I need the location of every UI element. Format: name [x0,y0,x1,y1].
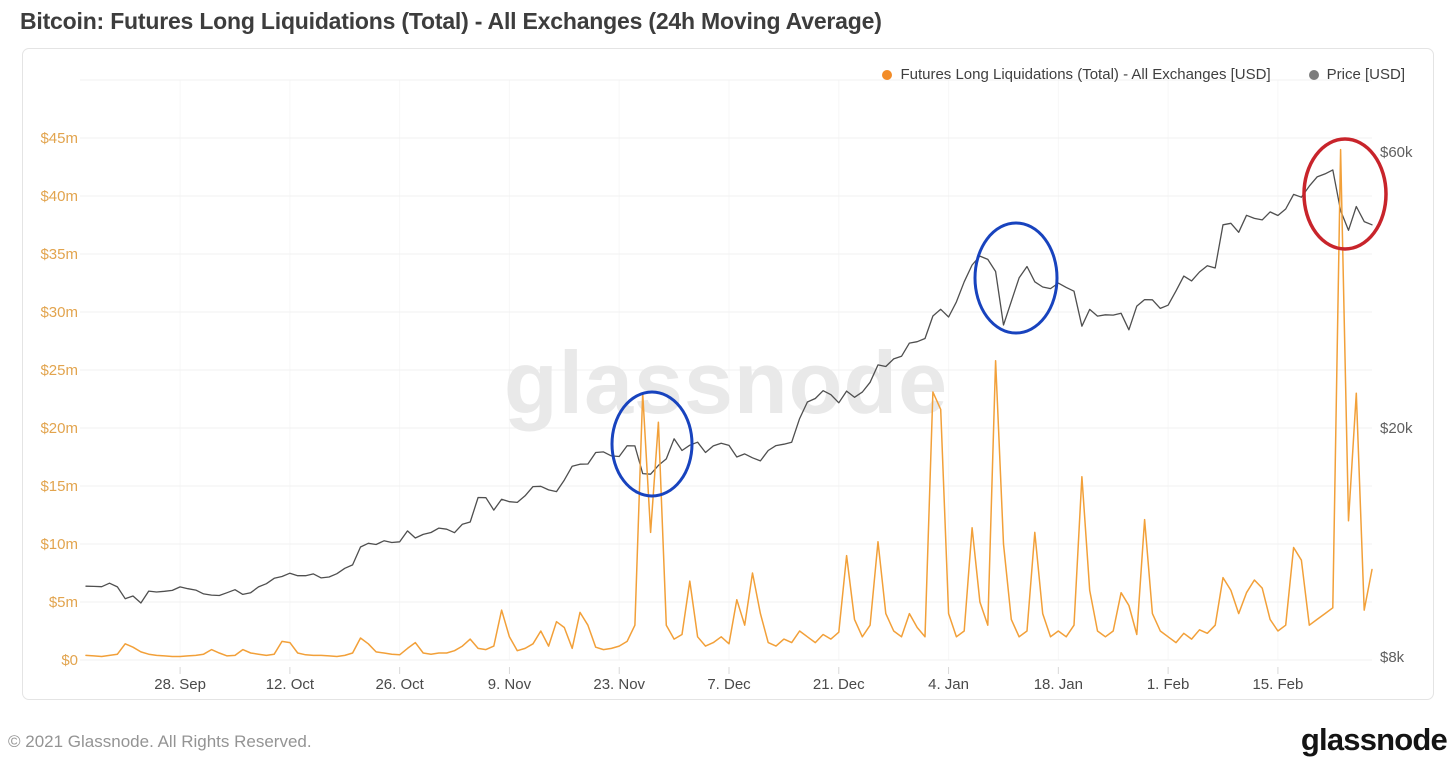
y-left-tick-label: $20m [40,420,78,437]
watermark-text: glassnode [504,333,948,432]
legend-item-liquidations[interactable]: Futures Long Liquidations (Total) - All … [882,66,1271,83]
x-tick-label: 1. Feb [1147,676,1190,693]
y-left-tick-label: $5m [49,594,78,611]
legend-marker-liquidations-icon [882,69,893,80]
annotation-ellipse-2 [973,221,1059,335]
y-right-tick-label: $60k [1380,144,1413,161]
legend-item-price[interactable]: Price [USD] [1308,66,1405,83]
glassnode-logo: glassnode [1300,722,1448,757]
legend-label-price: Price [USD] [1326,66,1405,83]
x-tick-label: 7. Dec [707,676,751,693]
series-line-price [85,169,1373,604]
y-left-tick-label: $30m [40,304,78,321]
y-right-tick-label: $20k [1380,420,1413,437]
y-right-tick-label: $8k [1380,649,1405,666]
y-left-tick-label: $10m [40,536,78,553]
x-tick-label: 28. Sep [154,676,206,693]
chart-card [22,48,1434,700]
x-tick-label: 9. Nov [488,676,532,693]
chart-title: Bitcoin: Futures Long Liquidations (Tota… [20,8,882,35]
x-tick-label: 4. Jan [928,676,969,693]
y-left-tick-label: $15m [40,478,78,495]
x-tick-label: 15. Feb [1252,676,1303,693]
x-tick-label: 18. Jan [1034,676,1083,693]
x-tick-label: 12. Oct [266,676,315,693]
y-left-tick-label: $45m [40,130,78,147]
y-left-tick-label: $40m [40,188,78,205]
legend-marker-price-icon [1308,69,1319,80]
annotation-ellipse-3 [1302,137,1388,251]
x-tick-label: 21. Dec [813,676,865,693]
series-line-liquidations [85,148,1373,658]
x-tick-label: 23. Nov [593,676,645,693]
x-tick-label: 26. Oct [375,676,424,693]
chart-legend: Futures Long Liquidations (Total) - All … [882,66,1405,83]
y-left-tick-label: $35m [40,246,78,263]
legend-label-liquidations: Futures Long Liquidations (Total) - All … [900,66,1271,83]
annotation-ellipse-1 [610,390,694,498]
copyright-text: © 2021 Glassnode. All Rights Reserved. [8,732,312,751]
y-left-tick-label: $0 [61,652,78,669]
y-left-tick-label: $25m [40,362,78,379]
